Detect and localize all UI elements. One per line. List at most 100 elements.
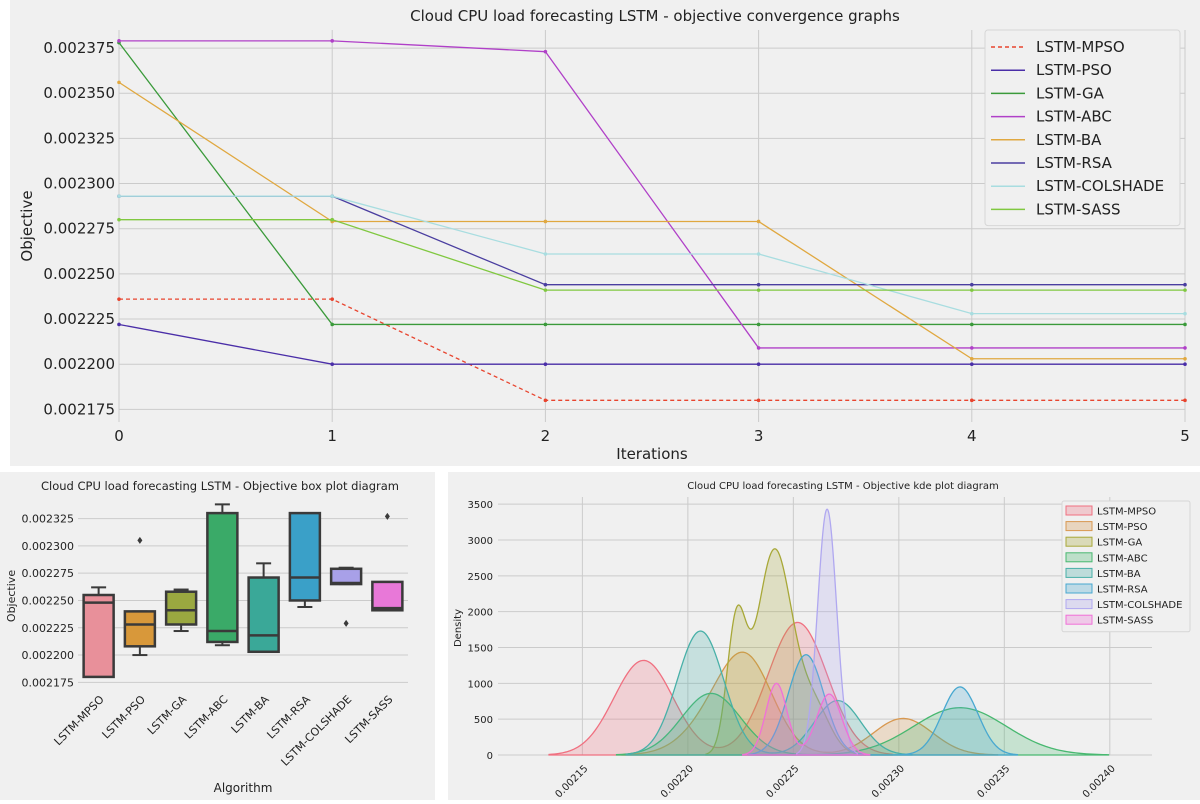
convergence-ylabel: Objective [18, 190, 36, 261]
outlier-point [384, 512, 390, 520]
y-tick-label: 2000 [468, 608, 493, 619]
data-point-lstm-pso [1183, 362, 1187, 366]
kde-curve-lstm-abc [615, 692, 1110, 756]
kde-curve-lstm-pso [621, 651, 999, 756]
y-tick-label: 0.002300 [22, 540, 75, 553]
y-tick-label: 0.002200 [43, 355, 115, 373]
legend-label: LSTM-SASS [1036, 200, 1121, 218]
data-point-lstm-sass [117, 217, 121, 222]
legend-box [1061, 500, 1191, 633]
kde-title: Cloud CPU load forecasting LSTM - Object… [687, 481, 999, 492]
data-point-lstm-ba [970, 356, 974, 361]
x-tick-label: 5 [1180, 427, 1190, 445]
legend-label: LSTM-GA [1097, 538, 1142, 549]
y-tick-label: 0.002300 [43, 175, 115, 193]
data-point-lstm-mpso [970, 398, 974, 403]
data-point-lstm-sass [330, 217, 335, 222]
kde-curve-lstm-colshade [796, 508, 859, 756]
y-tick-label: 3000 [468, 536, 493, 547]
legend-label: LSTM-GA [1036, 84, 1105, 102]
data-point-lstm-ga [756, 322, 761, 327]
convergence-plot: 0.002175 0.002200 0.002225 0.002250 0.002275… [43, 29, 1190, 445]
box-title: Cloud CPU load forecasting LSTM - Object… [41, 479, 399, 493]
data-point-lstm-mpso [330, 297, 335, 301]
data-point-lstm-pso [756, 362, 761, 366]
data-point-lstm-colshade [970, 311, 974, 316]
data-point-lstm-ga [970, 322, 974, 327]
data-point-lstm-abc [1183, 346, 1187, 350]
legend-label: LSTM-MPSO [1036, 38, 1125, 56]
data-point-lstm-colshade [543, 252, 548, 256]
data-point-lstm-mpso [1183, 398, 1187, 403]
data-point-lstm-sass [543, 288, 548, 292]
legend-label: LSTM-ABC [1036, 108, 1112, 126]
data-point-lstm-pso [543, 362, 548, 366]
data-point-lstm-rsa [543, 282, 548, 287]
y-tick-label: 0.002350 [43, 84, 115, 102]
box-lstm-ba [247, 576, 280, 654]
data-point-lstm-sass [1183, 288, 1187, 292]
box-lstm-pso [123, 610, 157, 648]
series-line-lstm-sass [119, 219, 1185, 291]
data-point-lstm-rsa [1183, 282, 1187, 287]
data-point-lstm-ga [543, 322, 548, 327]
y-tick-label: 0.002250 [43, 265, 115, 283]
y-tick-label: 1500 [468, 644, 493, 655]
data-point-lstm-sass [756, 288, 761, 292]
data-point-lstm-pso [330, 362, 335, 366]
y-tick-label: 0.002375 [43, 39, 115, 57]
legend-swatch-lstm-mpso [1065, 505, 1093, 516]
data-point-lstm-mpso [117, 297, 121, 301]
data-point-lstm-ba [1183, 356, 1187, 361]
legend-swatch-lstm-colshade [1065, 599, 1093, 610]
kde-curve-lstm-ba [625, 630, 913, 756]
y-tick-label: 0.002250 [22, 594, 75, 607]
x-tick-label: 3 [754, 427, 764, 445]
kde-curve-lstm-rsa [747, 654, 1019, 756]
y-tick-label: 0.002175 [43, 400, 115, 418]
data-point-lstm-colshade [330, 194, 335, 198]
x-tick-label: 0 [114, 427, 124, 445]
box-xlabel: Algorithm [214, 781, 273, 795]
data-point-lstm-abc [543, 49, 548, 54]
y-tick-label: 0.002175 [22, 676, 75, 689]
data-point-lstm-ba [543, 219, 548, 224]
data-point-lstm-ba [756, 219, 761, 224]
y-tick-label: 500 [474, 715, 493, 726]
data-point-lstm-colshade [117, 194, 121, 198]
data-point-lstm-pso [970, 362, 974, 366]
kde-curve-lstm-sass [742, 682, 871, 756]
box-lstm-mpso [82, 593, 115, 679]
data-point-lstm-rsa [970, 282, 974, 287]
legend-label: LSTM-COLSHADE [1036, 177, 1164, 195]
data-point-lstm-rsa [756, 282, 761, 287]
x-tick-label: 1 [327, 427, 337, 445]
x-tick-label: 4 [967, 427, 977, 445]
convergence-title: Cloud CPU load forecasting LSTM - object… [410, 7, 900, 25]
series-line-lstm-ga [118, 42, 1185, 326]
data-point-lstm-ga [1183, 322, 1187, 327]
box-ylabel: Objective [5, 570, 18, 622]
data-point-lstm-colshade [756, 252, 761, 256]
series-line-lstm-pso [118, 323, 1185, 365]
data-point-lstm-abc [970, 346, 974, 350]
data-point-lstm-mpso [756, 398, 761, 403]
outlier-point [343, 619, 349, 627]
x-tick-label: 2 [541, 427, 551, 445]
legend-swatch-lstm-ba [1065, 567, 1093, 578]
y-tick-label: 3500 [468, 500, 493, 511]
kde-curve-lstm-ga [705, 548, 866, 756]
legend-label: LSTM-PSO [1036, 61, 1112, 79]
outlier-point [137, 536, 143, 544]
data-point-lstm-pso [117, 322, 121, 327]
box-lstm-sass [371, 580, 404, 612]
legend-label: LSTM-RSA [1036, 154, 1113, 172]
legend-swatch-lstm-abc [1065, 552, 1093, 563]
y-tick-label: 0.002325 [43, 129, 115, 147]
data-point-lstm-ba [117, 80, 121, 85]
legend-swatch-lstm-pso [1065, 521, 1093, 532]
legend-label: LSTM-PSO [1097, 522, 1148, 533]
legend-box [984, 29, 1181, 227]
